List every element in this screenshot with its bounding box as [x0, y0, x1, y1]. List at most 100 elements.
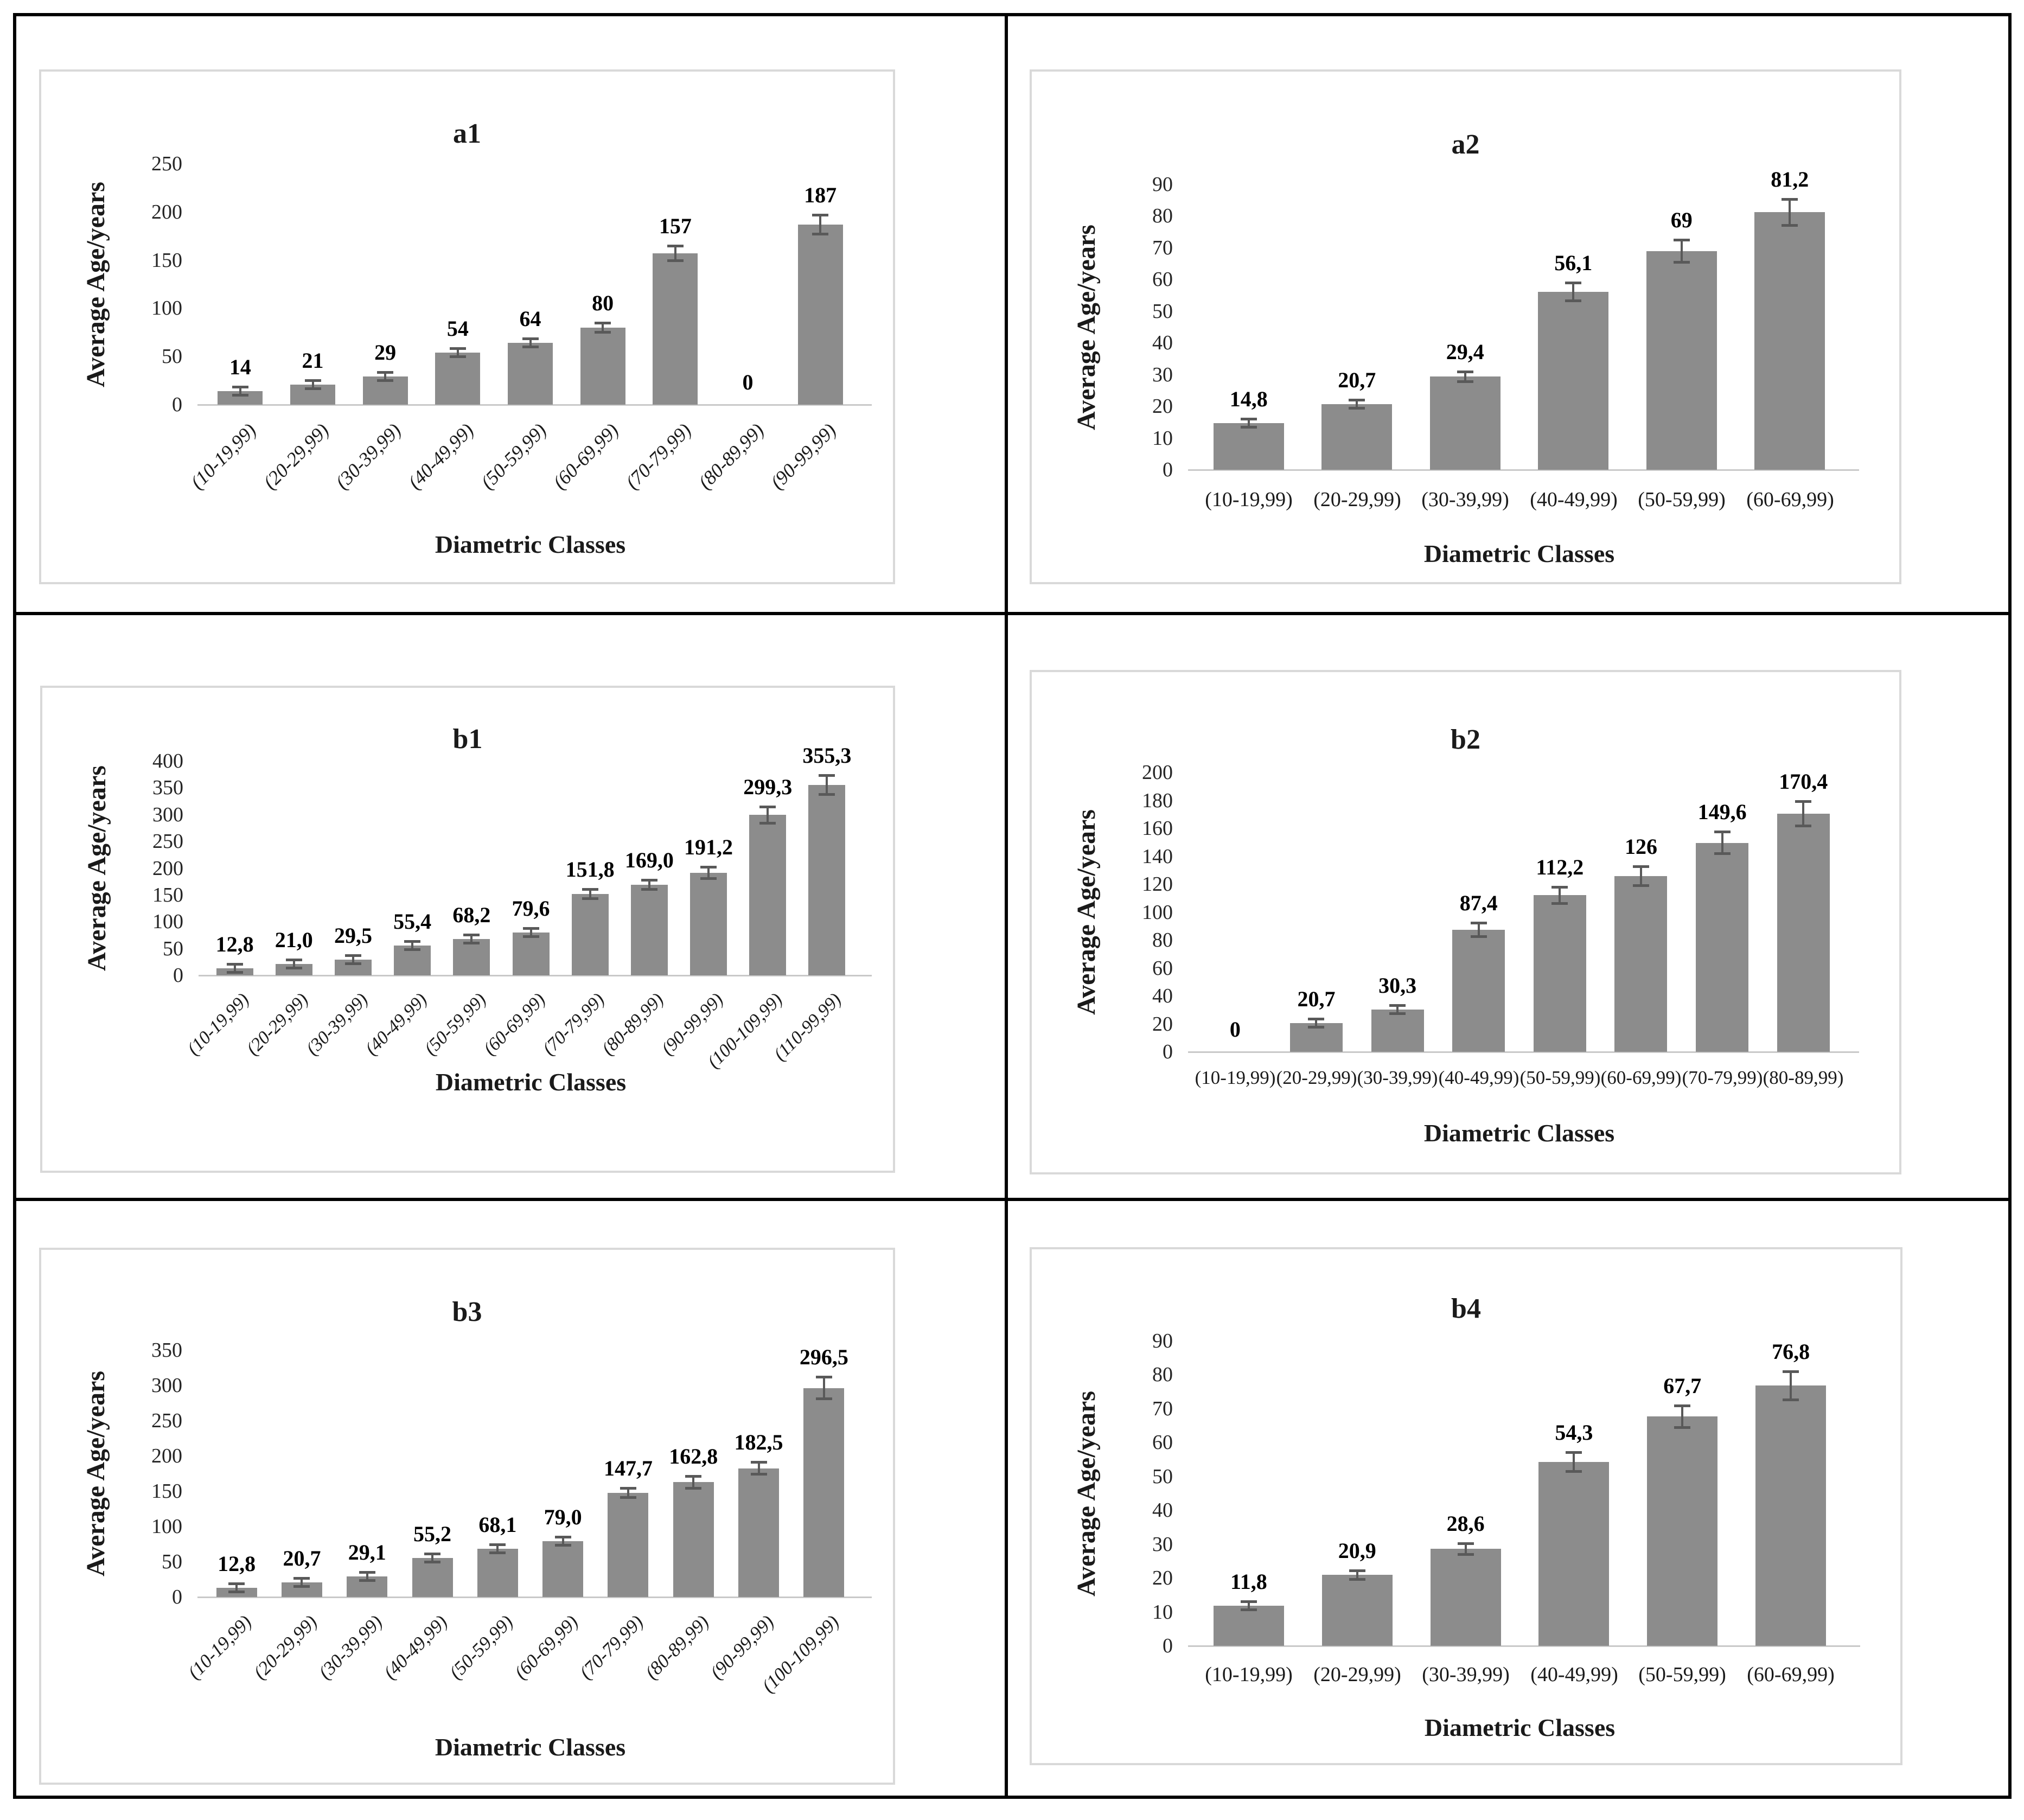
- error-bar-cap-top: [1551, 885, 1568, 889]
- error-bar-stem: [1572, 283, 1575, 302]
- value-label: 296,5: [799, 1344, 848, 1369]
- bar: [580, 327, 625, 405]
- error-bar-cap-top: [1470, 922, 1487, 925]
- x-category-label: (50-59,99): [1638, 488, 1726, 511]
- y-tick-label: 40: [1152, 985, 1173, 1007]
- bar: [1538, 1461, 1609, 1646]
- y-tick-label: 90: [1152, 1330, 1173, 1352]
- error-bar-cap-bottom: [1632, 884, 1649, 887]
- bar: [276, 964, 312, 975]
- value-label: 68,1: [478, 1512, 517, 1537]
- error-bar-cap-bottom: [522, 935, 539, 938]
- error-bar-cap-bottom: [463, 941, 480, 944]
- y-tick-label: 300: [152, 803, 183, 826]
- error-bar-cap-bottom: [377, 379, 394, 382]
- error-bar-cap-bottom: [1349, 407, 1365, 410]
- error-bar-stem: [1789, 199, 1791, 226]
- grid-cell-a1: a1 Average Age/years Diametric Classes 0…: [16, 16, 1005, 612]
- error-bar-stem: [1680, 239, 1683, 263]
- x-axis-line: [199, 975, 872, 976]
- error-bar-stem: [1464, 371, 1466, 382]
- bar: [1538, 292, 1608, 470]
- bar: [1371, 1009, 1424, 1052]
- value-label: 170,4: [1779, 769, 1828, 794]
- bar: [749, 815, 786, 975]
- value-label: 21,0: [274, 928, 313, 953]
- grid-cell-b1: b1 Average Age/years Diametric Classes 0…: [16, 615, 1005, 1198]
- value-label: 12,8: [215, 932, 254, 957]
- x-category-label: (30-39,99): [1421, 488, 1509, 511]
- x-axis-line: [1188, 1645, 1860, 1647]
- bar: [608, 1492, 648, 1597]
- x-category-label: (20-29,99): [1276, 1067, 1357, 1088]
- value-label: 29,4: [1446, 339, 1484, 364]
- error-bar-cap-top: [1240, 1600, 1257, 1604]
- bar: [738, 1468, 779, 1597]
- error-bar-cap-bottom: [293, 1585, 310, 1588]
- value-label: 162,8: [669, 1444, 718, 1468]
- error-bar-cap-bottom: [1795, 825, 1812, 828]
- x-category-label: (20-29,99): [1313, 488, 1401, 511]
- value-label: 68,2: [452, 902, 491, 927]
- x-category-label: (60-69,99): [1600, 1067, 1682, 1088]
- y-tick-label: 100: [151, 297, 182, 320]
- error-bar-cap-bottom: [228, 1591, 245, 1594]
- x-category-label: (40-49,99): [404, 419, 478, 494]
- x-category-label: (30-39,99): [314, 1611, 387, 1683]
- bar: [1777, 814, 1830, 1052]
- x-category-label: (80-89,99): [1763, 1067, 1844, 1088]
- error-bar-stem: [602, 323, 604, 333]
- y-tick-label: 20: [1152, 395, 1173, 418]
- x-axis-title: Diametric Classes: [1423, 540, 1615, 567]
- chart-panel-b2: b2 Average Age/years Diametric Classes 0…: [1030, 670, 1901, 1174]
- y-tick-label: 250: [152, 830, 183, 853]
- y-tick-label: 100: [151, 1515, 182, 1538]
- error-bar-cap-bottom: [1349, 1578, 1365, 1581]
- bar: [1646, 251, 1717, 470]
- x-category-label: (70-79,99): [621, 419, 695, 494]
- error-bar-stem: [456, 348, 459, 357]
- error-bar-stem: [1681, 1405, 1684, 1428]
- error-bar-cap-top: [1349, 1569, 1365, 1573]
- error-bar-stem: [292, 960, 295, 969]
- x-category-label: (40-49,99): [1530, 488, 1618, 511]
- y-tick-label: 150: [152, 883, 183, 906]
- x-category-label: (50-59,99): [1519, 1067, 1601, 1088]
- bar: [453, 938, 490, 975]
- error-bar-stem: [311, 380, 314, 389]
- bar: [1647, 1416, 1717, 1646]
- x-axis-line: [1188, 1051, 1859, 1053]
- x-category-label: (60-69,99): [510, 1611, 583, 1683]
- error-bar-cap-top: [1308, 1017, 1325, 1020]
- error-bar-stem: [1802, 801, 1805, 827]
- error-bar-cap-bottom: [489, 1551, 506, 1555]
- error-bar-cap-bottom: [449, 355, 466, 359]
- error-bar-stem: [496, 1544, 499, 1554]
- bar: [631, 885, 668, 975]
- value-label: 81,2: [1771, 167, 1809, 191]
- error-bar-cap-bottom: [1389, 1012, 1406, 1015]
- error-bar-cap-bottom: [404, 948, 421, 951]
- x-category-label: (30-39,99): [1422, 1663, 1510, 1686]
- bar: [513, 933, 550, 975]
- error-bar-cap-top: [449, 347, 466, 350]
- error-bar-cap-bottom: [1551, 902, 1568, 905]
- x-category-label: (80-89,99): [641, 1611, 713, 1683]
- error-bar-stem: [301, 1578, 303, 1587]
- value-label: 29: [374, 340, 397, 365]
- bar: [542, 1541, 583, 1597]
- value-label: 299,3: [743, 774, 793, 799]
- error-bar-cap-top: [463, 933, 480, 936]
- error-bar-stem: [707, 867, 710, 879]
- x-category-label: (30-39,99): [1357, 1067, 1438, 1088]
- value-label: 151,8: [565, 857, 615, 882]
- y-tick-label: 100: [152, 910, 183, 934]
- error-bar-cap-top: [554, 1536, 571, 1539]
- figure-grid: a1 Average Age/years Diametric Classes 0…: [13, 13, 2012, 1799]
- error-bar-cap-top: [750, 1461, 767, 1464]
- error-bar-cap-top: [1673, 238, 1690, 241]
- value-label: 21: [302, 348, 324, 373]
- error-bar-stem: [384, 372, 387, 381]
- error-bar-cap-top: [522, 927, 539, 930]
- grid-cell-b2: b2 Average Age/years Diametric Classes 0…: [1008, 615, 2008, 1198]
